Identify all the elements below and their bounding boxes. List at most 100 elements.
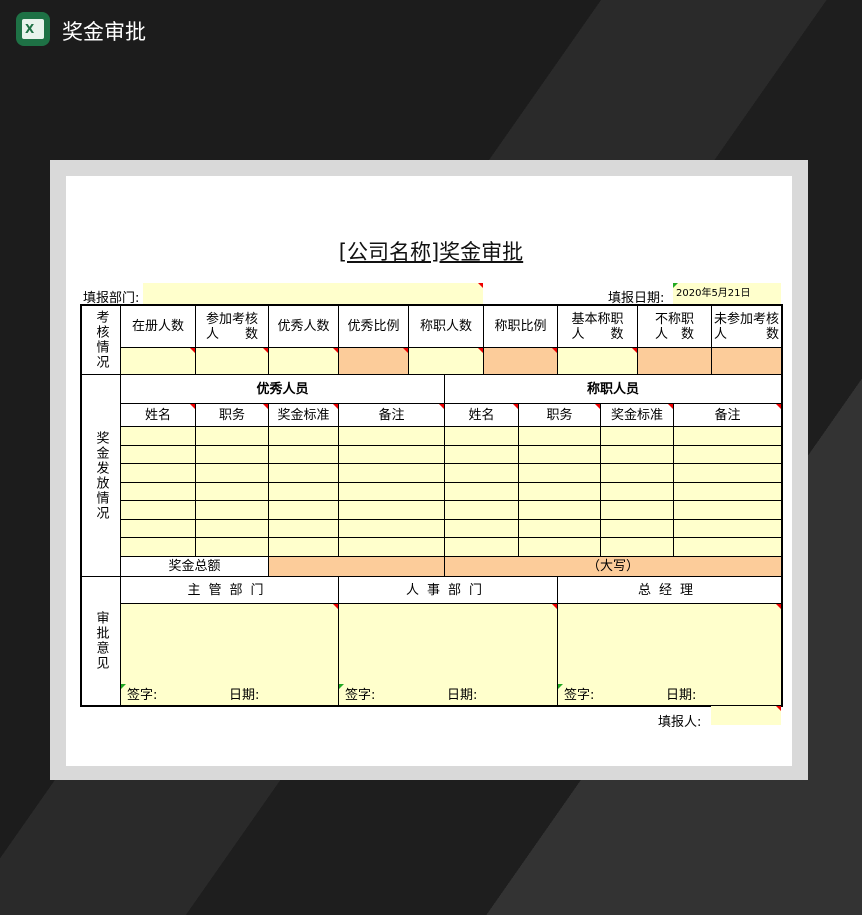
- assessment-input[interactable]: [338, 347, 409, 375]
- section-label-approval: 审批意见: [81, 576, 121, 706]
- bonus-sub-header-text: 备注: [378, 407, 405, 423]
- assessment-input[interactable]: [637, 347, 712, 375]
- comment-marker: [478, 348, 483, 353]
- bonus-cell[interactable]: [600, 482, 674, 501]
- assessment-header: 称职人数: [408, 305, 484, 348]
- assessment-input[interactable]: [195, 347, 269, 375]
- excel-icon: X: [16, 12, 50, 46]
- bonus-sub-header: 备注: [673, 403, 782, 427]
- comment-marker: [552, 348, 557, 353]
- bonus-cell[interactable]: [338, 463, 445, 483]
- approval-opinion-box[interactable]: 签字: 日期:: [557, 603, 782, 706]
- bonus-cell[interactable]: [518, 426, 601, 446]
- bonus-cell[interactable]: [338, 426, 445, 446]
- total-input[interactable]: [268, 556, 445, 577]
- comment-marker: [190, 404, 195, 409]
- bonus-cell[interactable]: [673, 482, 782, 501]
- reporter-input[interactable]: [711, 706, 781, 725]
- assessment-input[interactable]: [268, 347, 339, 375]
- bonus-cell[interactable]: [518, 463, 601, 483]
- bonus-cell[interactable]: [120, 500, 196, 520]
- assessment-input[interactable]: [711, 347, 782, 375]
- bonus-cell[interactable]: [268, 426, 339, 446]
- bonus-cell[interactable]: [673, 500, 782, 520]
- bonus-cell[interactable]: [518, 537, 601, 557]
- bonus-cell[interactable]: [338, 445, 445, 464]
- section-label-assessment-text: 考核情况: [93, 310, 109, 370]
- assessment-input[interactable]: [557, 347, 638, 375]
- approval-opinion-box[interactable]: 签字: 日期:: [338, 603, 558, 706]
- bonus-cell[interactable]: [120, 519, 196, 538]
- bonus-cell[interactable]: [518, 445, 601, 464]
- bonus-cell[interactable]: [600, 463, 674, 483]
- bonus-cell[interactable]: [518, 500, 601, 520]
- bonus-cell[interactable]: [338, 500, 445, 520]
- bonus-cell[interactable]: [120, 482, 196, 501]
- bonus-cell[interactable]: [120, 537, 196, 557]
- competent-title-text: 称职人员: [586, 381, 639, 397]
- bonus-cell[interactable]: [600, 500, 674, 520]
- bonus-cell[interactable]: [518, 482, 601, 501]
- bonus-sub-header: 姓名: [120, 403, 196, 427]
- approval-dept-header-text: 总经理: [637, 582, 701, 598]
- bonus-cell[interactable]: [600, 537, 674, 557]
- bonus-cell[interactable]: [444, 445, 519, 464]
- bonus-cell[interactable]: [444, 463, 519, 483]
- sign-label: 签字:: [564, 688, 595, 703]
- bonus-cell[interactable]: [444, 500, 519, 520]
- bonus-cell[interactable]: [444, 482, 519, 501]
- date-input[interactable]: 2020年5月21日: [673, 283, 781, 304]
- assessment-input[interactable]: [408, 347, 484, 375]
- bonus-cell[interactable]: [195, 445, 269, 464]
- bonus-cell[interactable]: [195, 500, 269, 520]
- bonus-cell[interactable]: [195, 482, 269, 501]
- bonus-cell[interactable]: [444, 537, 519, 557]
- bonus-cell[interactable]: [673, 463, 782, 483]
- comment-marker: [263, 404, 268, 409]
- bonus-cell[interactable]: [268, 445, 339, 464]
- bonus-cell[interactable]: [268, 463, 339, 483]
- section-label-assessment: 考核情况: [81, 305, 121, 375]
- bonus-cell[interactable]: [338, 537, 445, 557]
- bonus-cell[interactable]: [268, 537, 339, 557]
- bonus-cell[interactable]: [195, 519, 269, 538]
- dept-input[interactable]: [143, 283, 483, 304]
- comment-marker: [333, 348, 338, 353]
- bonus-cell[interactable]: [338, 482, 445, 501]
- bonus-cell[interactable]: [120, 445, 196, 464]
- bonus-cell[interactable]: [600, 519, 674, 538]
- assessment-header: 不称职 人 数: [637, 305, 712, 348]
- bonus-cell[interactable]: [195, 463, 269, 483]
- comment-marker: [263, 348, 268, 353]
- bonus-cell[interactable]: [600, 426, 674, 446]
- bonus-cell[interactable]: [268, 482, 339, 501]
- comment-marker: [333, 404, 338, 409]
- bonus-cell[interactable]: [268, 519, 339, 538]
- bonus-cell[interactable]: [268, 500, 339, 520]
- approval-opinion-box[interactable]: 签字: 日期:: [120, 603, 339, 706]
- bonus-cell[interactable]: [673, 445, 782, 464]
- section-label-approval-text: 审批意见: [93, 611, 109, 671]
- sign-label: 签字:: [345, 688, 376, 703]
- bonus-cell[interactable]: [673, 519, 782, 538]
- bonus-cell[interactable]: [673, 537, 782, 557]
- bonus-cell[interactable]: [338, 519, 445, 538]
- assessment-input[interactable]: [120, 347, 196, 375]
- bonus-cell[interactable]: [120, 426, 196, 446]
- bonus-cell[interactable]: [444, 426, 519, 446]
- assessment-input[interactable]: [483, 347, 558, 375]
- capital-input-text: （大写）: [586, 559, 639, 574]
- capital-input[interactable]: （大写）: [444, 556, 782, 577]
- bonus-sub-header: 奖金标准: [600, 403, 674, 427]
- bonus-sub-header-text: 职务: [546, 407, 573, 423]
- excellent-title: 优秀人员: [120, 374, 445, 404]
- comment-marker: [339, 684, 344, 689]
- bonus-cell[interactable]: [673, 426, 782, 446]
- bonus-cell[interactable]: [518, 519, 601, 538]
- bonus-cell[interactable]: [600, 445, 674, 464]
- bonus-cell[interactable]: [120, 463, 196, 483]
- bonus-cell[interactable]: [195, 426, 269, 446]
- bonus-cell[interactable]: [444, 519, 519, 538]
- assessment-header-text: 在册人数: [131, 319, 184, 334]
- bonus-cell[interactable]: [195, 537, 269, 557]
